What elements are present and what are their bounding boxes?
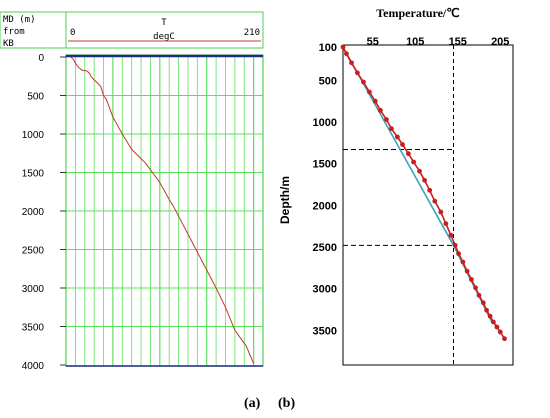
panel-b-plot-frame bbox=[342, 44, 514, 366]
panel-b-data-point bbox=[422, 177, 427, 183]
panel-b-x-tick-label: 155 bbox=[449, 36, 467, 48]
panel-b-title: Temperature/℃ bbox=[376, 6, 459, 20]
panel-b-data-point bbox=[491, 319, 496, 325]
panel-b-data-point bbox=[469, 277, 474, 282]
panel-b-data-point bbox=[473, 285, 478, 291]
panel-a-series-unit: degC bbox=[153, 32, 175, 42]
panel-a-series-name: T bbox=[161, 18, 167, 28]
panel-a-x-tick-min: 0 bbox=[70, 28, 75, 38]
panel-b-x-tick-label: 205 bbox=[491, 36, 509, 48]
panel-b-guide-lines bbox=[343, 45, 454, 365]
panel-b-y-tick-label: 100 bbox=[319, 42, 337, 54]
panel-a-y-tick-label: 3000 bbox=[22, 284, 45, 295]
panel-b-y-tick-label: 2000 bbox=[313, 200, 337, 212]
panel-b-label: (b) bbox=[278, 396, 296, 411]
panel-a-header-frame-right bbox=[65, 11, 264, 49]
panel-b-data-point bbox=[406, 151, 411, 157]
panel-a-y-tick-label: 1500 bbox=[22, 169, 45, 180]
panel-b-data-point bbox=[417, 168, 422, 174]
panel-b-data-point bbox=[438, 209, 444, 215]
panel-b-data-point bbox=[340, 44, 346, 50]
panel-b-data-point bbox=[494, 324, 500, 330]
panel-b-data-point bbox=[411, 159, 416, 165]
panel-a-header-line-1: MD (m) bbox=[3, 15, 36, 25]
panel-a-header-line-2: from bbox=[3, 27, 25, 37]
panel-b-measured-markers bbox=[340, 44, 507, 342]
panel-b-x-ticks: 55 105 155 205 bbox=[367, 36, 510, 48]
panel-a-y-tick-label: 3500 bbox=[22, 323, 45, 334]
panel-b-data-point bbox=[389, 126, 394, 132]
panel-b-data-point bbox=[384, 117, 389, 122]
panel-b-data-point bbox=[344, 51, 349, 57]
panel-a-grid bbox=[66, 55, 263, 366]
panel-a-y-tick-label: 2000 bbox=[22, 207, 45, 218]
panel-b-data-point bbox=[487, 313, 493, 319]
panel-b-y-tick-label: 3500 bbox=[313, 325, 337, 337]
panel-a-y-tick-label: 500 bbox=[27, 92, 44, 103]
panel-a-x-tick-max: 210 bbox=[244, 28, 260, 38]
panel-b-data-point bbox=[400, 142, 405, 147]
panel-b-data-point bbox=[367, 89, 372, 95]
panel-b-x-tick-label: 55 bbox=[367, 36, 379, 48]
panel-b-data-point bbox=[456, 251, 461, 257]
panel-b-y-tick-label: 2500 bbox=[313, 242, 337, 254]
panel-b-y-tick-label: 1500 bbox=[313, 159, 337, 171]
panel-b-data-point bbox=[448, 232, 454, 238]
panel-b-data-point bbox=[349, 60, 354, 66]
panel-a-label: (a) bbox=[244, 396, 261, 411]
panel-a-y-tick-label: 1000 bbox=[22, 130, 45, 141]
panel-b-temperature-profile: Temperature/℃ 55 105 155 205 100 500 1000 1500… bbox=[278, 6, 514, 366]
panel-b-data-point bbox=[361, 79, 366, 85]
panel-b-data-point bbox=[502, 336, 507, 342]
panel-b-data-point bbox=[378, 107, 383, 113]
panel-b-data-point bbox=[480, 300, 486, 306]
panel-b-data-point bbox=[464, 268, 470, 274]
panel-b-y-tick-label: 500 bbox=[319, 75, 337, 87]
panel-a-y-tick-label: 4000 bbox=[22, 361, 45, 372]
panel-b-data-point bbox=[372, 98, 378, 104]
panel-a-y-ticks: 0 500 1000 1500 2000 2500 3000 3500 4000 bbox=[22, 53, 66, 372]
panel-a-y-tick-label: 0 bbox=[38, 53, 44, 64]
panel-a-header-line-3: KB bbox=[3, 39, 14, 49]
panel-b-data-point bbox=[452, 242, 458, 248]
panel-b-data-point bbox=[476, 292, 482, 298]
panel-a-temperature-curve bbox=[70, 56, 255, 364]
panel-b-data-point bbox=[355, 70, 360, 76]
panel-a-y-tick-label: 2500 bbox=[22, 246, 45, 257]
panel-b-data-point bbox=[443, 221, 449, 227]
panel-b-x-tick-label: 105 bbox=[406, 36, 424, 48]
panel-b-y-tick-label: 1000 bbox=[313, 117, 337, 129]
panel-b-y-ticks: 100 500 1000 1500 2000 2500 3000 3500 bbox=[313, 42, 337, 337]
panel-b-data-point bbox=[460, 259, 466, 265]
panel-b-data-point bbox=[395, 134, 400, 140]
panel-b-y-axis-label: Depth/m bbox=[278, 176, 292, 224]
panel-b-y-tick-label: 3000 bbox=[313, 284, 337, 296]
panel-b-data-point bbox=[484, 307, 489, 313]
panel-a-well-log: MD (m) from KB T degC 0 210 0 500 1000 1500… bbox=[0, 11, 264, 372]
panel-b-data-point bbox=[432, 198, 438, 204]
panel-b-data-point bbox=[427, 187, 433, 193]
panel-b-data-point bbox=[497, 329, 503, 335]
